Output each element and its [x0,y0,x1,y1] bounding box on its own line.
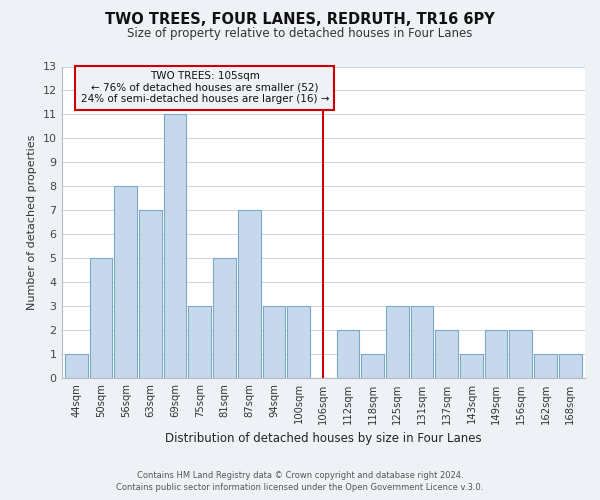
Bar [559,354,581,378]
Bar [89,258,112,378]
Bar [213,258,236,378]
Bar [386,306,409,378]
Bar [534,354,557,378]
Bar [238,210,260,378]
Bar [436,330,458,378]
Text: Contains HM Land Registry data © Crown copyright and database right 2024.
Contai: Contains HM Land Registry data © Crown c… [116,471,484,492]
Bar [164,114,187,378]
Bar [188,306,211,378]
Bar [263,306,285,378]
Bar [361,354,384,378]
Text: TWO TREES, FOUR LANES, REDRUTH, TR16 6PY: TWO TREES, FOUR LANES, REDRUTH, TR16 6PY [105,12,495,28]
Text: TWO TREES: 105sqm
← 76% of detached houses are smaller (52)
24% of semi-detached: TWO TREES: 105sqm ← 76% of detached hous… [80,72,329,104]
Bar [115,186,137,378]
Y-axis label: Number of detached properties: Number of detached properties [27,135,37,310]
Bar [287,306,310,378]
X-axis label: Distribution of detached houses by size in Four Lanes: Distribution of detached houses by size … [165,432,482,445]
Bar [410,306,433,378]
Bar [485,330,508,378]
Bar [460,354,483,378]
Text: Size of property relative to detached houses in Four Lanes: Size of property relative to detached ho… [127,28,473,40]
Bar [65,354,88,378]
Bar [509,330,532,378]
Bar [139,210,162,378]
Bar [337,330,359,378]
